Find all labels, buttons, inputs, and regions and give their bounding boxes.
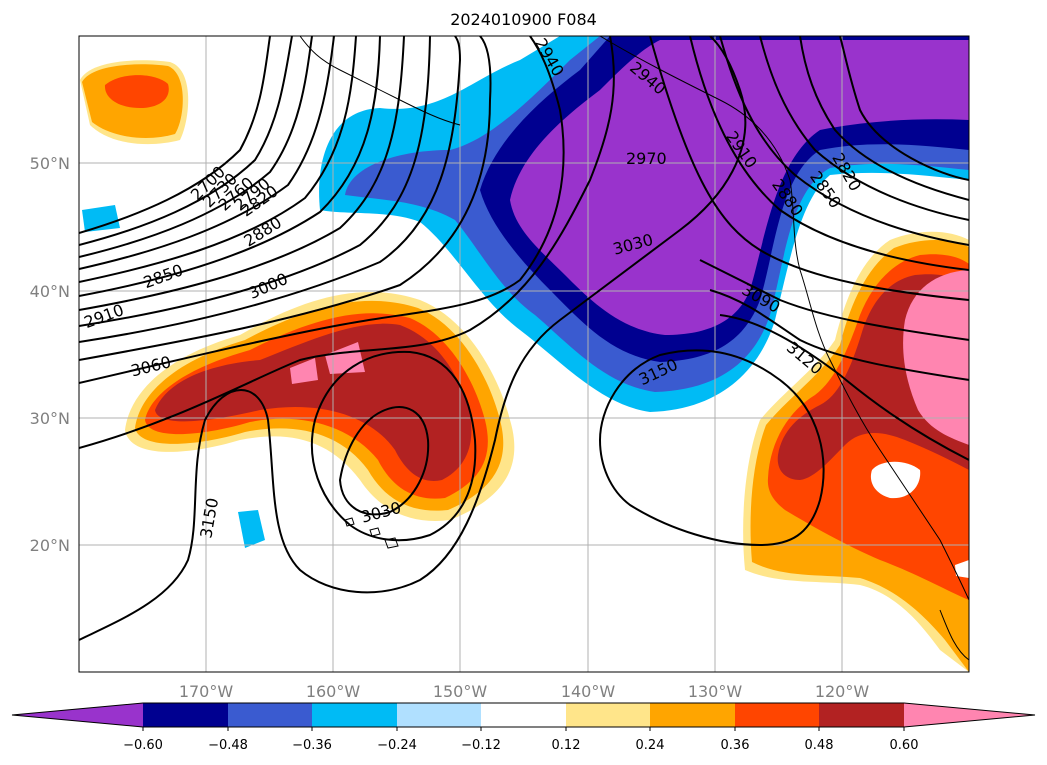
lat-tick-label: 20°N [30,536,70,555]
colorbar-label: 0.36 [721,738,750,753]
colorbar-label: 0.12 [552,738,581,753]
lat-tick-label: 50°N [30,154,70,173]
colorbar-label: −0.12 [461,738,501,753]
map-panel [79,36,969,672]
colorbar-extend-left [12,703,143,727]
graticule [79,36,969,672]
coastlines [299,36,969,661]
map-frame [78,35,970,673]
colorbar: −0.60 −0.48 −0.36 −0.24 −0.12 0.12 0.24 … [11,702,1036,753]
lon-tick-label: 150°W [433,682,488,701]
colorbar-label: 0.48 [805,738,834,753]
colorbar-segment [312,703,397,727]
lat-tick-label: 30°N [30,409,70,428]
colorbar-label: 0.24 [636,738,665,753]
colorbar-label: −0.60 [123,738,163,753]
positive-anomaly-northwest [80,60,189,145]
small-negative-blob-west [82,205,120,232]
colorbar-label: −0.24 [377,738,417,753]
colorbar-segment [566,703,650,727]
lon-tick-label: 170°W [179,682,234,701]
colorbar-segment [397,703,481,727]
colorbar-segment [650,703,735,727]
colorbar-segment [143,703,228,727]
colorbar-label: −0.36 [292,738,332,753]
colorbar-segment [481,703,566,727]
longitude-labels: 170°W 160°W 150°W 140°W 130°W 120°W [179,682,870,701]
negative-anomaly-field [319,36,969,412]
latitude-labels: 50°N 40°N 30°N 20°N [30,154,70,555]
map-title: 2024010900 F084 [450,10,597,29]
lon-tick-label: 130°W [688,682,743,701]
colorbar-segment [228,703,312,727]
colorbar-label: −0.48 [208,738,248,753]
lat-tick-label: 40°N [30,282,70,301]
lon-tick-label: 120°W [815,682,870,701]
positive-anomaly-east [743,231,969,672]
colorbar-segment [819,703,904,727]
lon-tick-label: 140°W [561,682,616,701]
small-negative-blob-south [238,510,265,548]
colorbar-label: 0.60 [890,738,919,753]
colorbar-extend-right [904,703,1035,727]
lon-tick-label: 160°W [306,682,361,701]
colorbar-segment [735,703,819,727]
height-contours [79,36,969,641]
contour-label: 2970 [626,149,667,168]
